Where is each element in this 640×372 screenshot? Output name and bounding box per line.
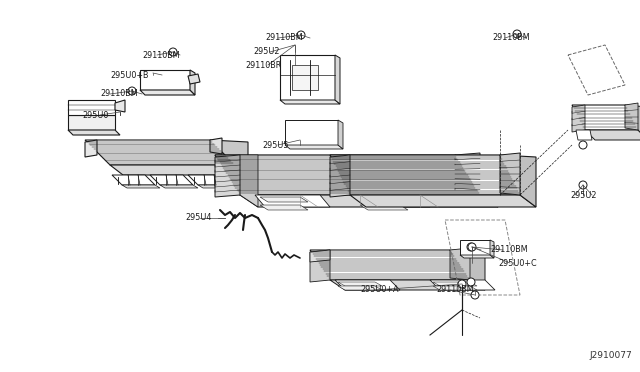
Circle shape <box>458 280 466 288</box>
Polygon shape <box>188 74 200 84</box>
Polygon shape <box>215 155 480 195</box>
Circle shape <box>467 278 475 286</box>
Circle shape <box>579 181 587 189</box>
Polygon shape <box>572 105 638 130</box>
Polygon shape <box>338 286 382 290</box>
Polygon shape <box>190 70 195 95</box>
Polygon shape <box>490 240 494 258</box>
Circle shape <box>467 243 475 251</box>
Text: 29110BM: 29110BM <box>100 90 138 99</box>
Circle shape <box>128 87 136 95</box>
Polygon shape <box>450 250 485 290</box>
Polygon shape <box>310 250 470 280</box>
Polygon shape <box>188 175 231 185</box>
Polygon shape <box>433 282 477 286</box>
Text: 295U0+A: 295U0+A <box>360 285 399 295</box>
Text: J2910077: J2910077 <box>589 351 632 360</box>
Polygon shape <box>460 255 494 258</box>
Polygon shape <box>85 140 97 157</box>
Polygon shape <box>433 286 477 290</box>
Text: 29110BM: 29110BM <box>142 51 180 60</box>
Polygon shape <box>500 153 520 195</box>
Text: 295U0+B: 295U0+B <box>110 71 148 80</box>
Polygon shape <box>450 248 470 280</box>
Polygon shape <box>140 70 190 90</box>
Text: 295U4: 295U4 <box>185 214 211 222</box>
Polygon shape <box>140 90 195 95</box>
Polygon shape <box>576 130 592 140</box>
Polygon shape <box>255 195 330 207</box>
Polygon shape <box>122 185 160 188</box>
Polygon shape <box>338 120 343 149</box>
Polygon shape <box>280 100 340 104</box>
Polygon shape <box>585 130 640 140</box>
Polygon shape <box>355 195 430 207</box>
Text: 295U2: 295U2 <box>570 190 596 199</box>
Polygon shape <box>625 103 638 130</box>
Polygon shape <box>110 165 248 175</box>
Polygon shape <box>260 197 308 202</box>
Circle shape <box>468 243 476 251</box>
Polygon shape <box>215 155 240 197</box>
Polygon shape <box>285 120 338 145</box>
Polygon shape <box>360 205 408 210</box>
Text: 29110BM: 29110BM <box>490 246 527 254</box>
Polygon shape <box>215 155 258 207</box>
Polygon shape <box>260 205 308 210</box>
Polygon shape <box>68 115 115 130</box>
Polygon shape <box>350 195 536 207</box>
Polygon shape <box>292 65 318 90</box>
Polygon shape <box>85 140 235 165</box>
Polygon shape <box>500 155 536 207</box>
Polygon shape <box>338 282 382 286</box>
Polygon shape <box>625 105 640 140</box>
Polygon shape <box>210 138 222 154</box>
Circle shape <box>471 291 479 299</box>
Polygon shape <box>455 153 480 195</box>
Polygon shape <box>160 185 198 188</box>
Polygon shape <box>198 185 236 188</box>
Polygon shape <box>310 250 330 282</box>
Circle shape <box>579 141 587 149</box>
Polygon shape <box>68 100 115 115</box>
Text: 29110BM: 29110BM <box>436 285 474 295</box>
Polygon shape <box>115 100 125 112</box>
Polygon shape <box>280 55 335 100</box>
Polygon shape <box>112 175 155 185</box>
Polygon shape <box>285 145 343 149</box>
Polygon shape <box>330 155 520 195</box>
Polygon shape <box>310 250 330 262</box>
Polygon shape <box>460 240 490 255</box>
Circle shape <box>513 30 521 38</box>
Polygon shape <box>430 280 495 290</box>
Text: 29110BR: 29110BR <box>245 61 281 70</box>
Polygon shape <box>240 195 498 207</box>
Polygon shape <box>335 55 340 104</box>
Polygon shape <box>330 280 485 290</box>
Text: 295U2: 295U2 <box>253 48 280 57</box>
Polygon shape <box>330 155 350 197</box>
Polygon shape <box>68 130 120 135</box>
Polygon shape <box>210 140 248 175</box>
Text: 295U5: 295U5 <box>262 141 289 150</box>
Polygon shape <box>572 105 585 132</box>
Circle shape <box>297 31 305 39</box>
Text: 29110BM: 29110BM <box>492 33 530 42</box>
Text: 295U0: 295U0 <box>82 110 108 119</box>
Text: 29110BM: 29110BM <box>265 33 303 42</box>
Circle shape <box>169 48 177 56</box>
Polygon shape <box>150 175 193 185</box>
Polygon shape <box>360 197 408 202</box>
Polygon shape <box>455 155 498 207</box>
Text: 295U0+C: 295U0+C <box>498 259 536 267</box>
Polygon shape <box>335 280 400 290</box>
